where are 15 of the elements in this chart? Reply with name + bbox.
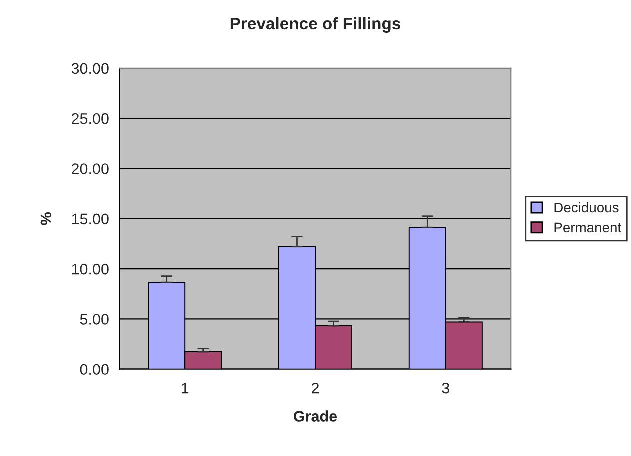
y-tick-label: 5.00 (80, 314, 109, 325)
chart-title: Prevalence of Fillings (230, 17, 400, 34)
y-tick-label: 25.00 (72, 113, 109, 124)
y-tick-label: 15.00 (72, 214, 109, 225)
legend-label: Deciduous (554, 202, 619, 213)
y-axis-title: % (40, 212, 52, 226)
y-tick-label: 10.00 (72, 264, 109, 275)
x-axis-title: Grade (294, 410, 338, 422)
x-tick-label: 2 (312, 382, 319, 394)
y-tick-label: 30.00 (72, 63, 109, 74)
legend-label: Permanent (554, 222, 622, 233)
y-tick-label: 0.00 (80, 364, 109, 376)
x-tick-label: 3 (442, 382, 450, 394)
x-tick-label: 1 (182, 383, 189, 394)
y-tick-label: 20.00 (72, 164, 109, 174)
